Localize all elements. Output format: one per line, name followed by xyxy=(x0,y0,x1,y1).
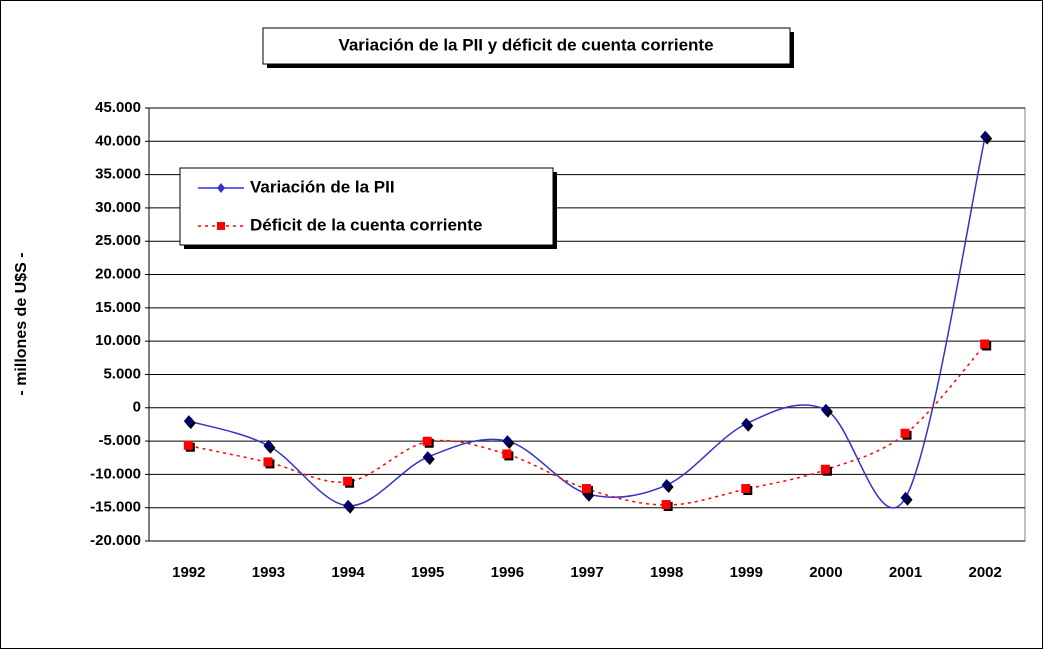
title-box xyxy=(262,27,791,65)
y-tick-label: 15.000 xyxy=(95,299,141,316)
y-tick-label: 40.000 xyxy=(95,132,141,149)
y-axis-label: - millones de U$S - xyxy=(13,252,30,395)
y-tick-label: -5.000 xyxy=(98,432,141,449)
x-tick-label: 2000 xyxy=(809,564,842,581)
marker xyxy=(343,499,354,512)
legend-marker xyxy=(217,183,225,193)
y-tick-label: -20.000 xyxy=(90,532,141,549)
marker xyxy=(502,449,512,459)
marker xyxy=(183,440,193,450)
chart-title: Variación de la PII y déficit de cuenta … xyxy=(338,35,713,54)
marker xyxy=(820,403,831,416)
legend-label: Variación de la PII xyxy=(250,177,395,196)
marker xyxy=(900,491,911,504)
y-tick-label: 25.000 xyxy=(95,232,141,249)
x-tick-label: 2002 xyxy=(968,564,1001,581)
y-tick-label: -10.000 xyxy=(90,465,141,482)
x-tick-label: 1999 xyxy=(730,564,763,581)
y-tick-label: 0 xyxy=(133,399,141,416)
marker xyxy=(661,500,671,510)
y-tick-label: 35.000 xyxy=(95,166,141,183)
y-tick-label: 20.000 xyxy=(95,266,141,283)
marker xyxy=(661,479,672,492)
x-tick-label: 1996 xyxy=(491,564,524,581)
x-tick-label: 1997 xyxy=(570,564,603,581)
marker xyxy=(980,339,990,349)
marker xyxy=(343,476,353,486)
y-tick-label: 30.000 xyxy=(95,199,141,216)
x-tick-label: 2001 xyxy=(889,564,922,581)
marker xyxy=(183,415,194,428)
y-tick-label: 5.000 xyxy=(103,365,141,382)
marker xyxy=(741,417,752,430)
x-tick-label: 1992 xyxy=(172,564,205,581)
marker xyxy=(582,484,591,494)
marker xyxy=(263,457,273,467)
x-tick-label: 1993 xyxy=(252,564,285,581)
x-tick-label: 1994 xyxy=(331,564,365,581)
marker xyxy=(741,484,751,494)
legend-marker xyxy=(217,222,225,230)
marker xyxy=(980,130,991,143)
marker xyxy=(900,428,910,438)
legend-box xyxy=(179,167,554,246)
legend-label: Déficit de la cuenta corriente xyxy=(250,215,482,234)
y-tick-label: -15.000 xyxy=(90,499,141,516)
x-tick-label: 1995 xyxy=(411,564,444,581)
y-tick-label: 10.000 xyxy=(95,332,141,349)
marker xyxy=(502,435,513,448)
marker xyxy=(422,451,433,464)
y-tick-label: 45.000 xyxy=(95,99,141,116)
x-tick-label: 1998 xyxy=(650,564,683,581)
marker xyxy=(263,439,274,452)
marker xyxy=(820,464,830,474)
marker xyxy=(422,436,432,446)
